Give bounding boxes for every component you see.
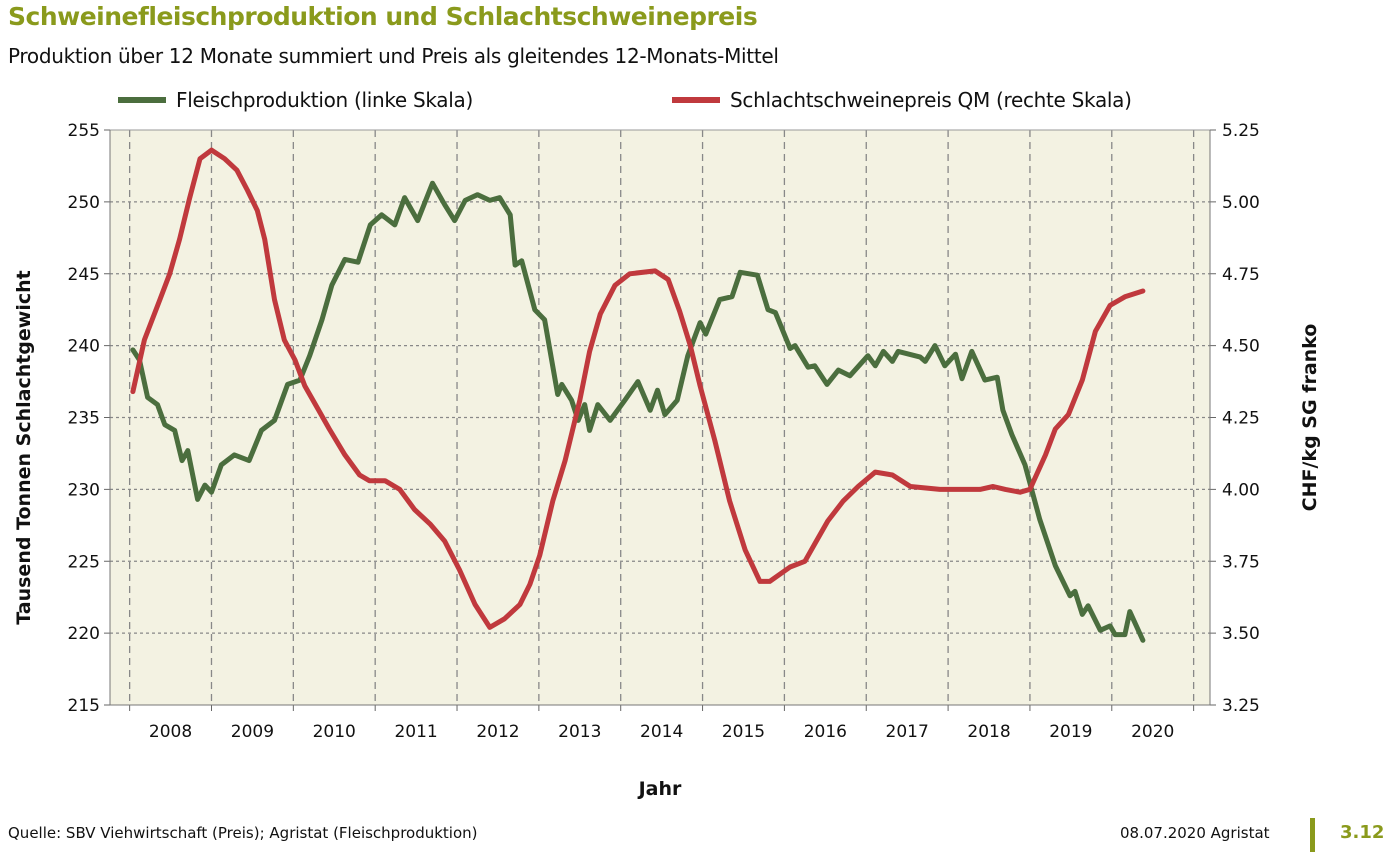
y-axis-title: Tausend Tonnen Schlachtgewicht	[13, 270, 35, 624]
y-tick-label: 215	[68, 696, 100, 716]
y2-tick-label: 4.25	[1222, 409, 1260, 429]
x-tick-label: 2019	[1049, 722, 1092, 742]
x-tick-label: 2016	[804, 722, 847, 742]
series-line-price	[130, 147, 1146, 630]
chart-subtitle: Produktion über 12 Monate summiert und P…	[8, 44, 779, 68]
footer-date: 08.07.2020 Agristat	[1120, 824, 1270, 842]
y-tick-label: 220	[68, 624, 100, 644]
y2-tick-label: 5.00	[1222, 193, 1260, 213]
x-tick-label: 2010	[313, 722, 356, 742]
legend-swatch-production	[118, 97, 166, 103]
x-tick-label: 2015	[722, 722, 765, 742]
x-tick-label: 2020	[1131, 722, 1174, 742]
y-tick-label: 255	[68, 121, 100, 141]
footer-source: Quelle: SBV Viehwirtschaft (Preis); Agri…	[8, 824, 478, 842]
plot-area	[110, 130, 1210, 705]
y-tick-label: 235	[68, 409, 100, 429]
legend-item-production: Fleischproduktion (linke Skala)	[118, 88, 473, 112]
y2-tick-label: 3.75	[1222, 552, 1260, 572]
x-tick-label: 2008	[149, 722, 192, 742]
y2-tick-label: 4.00	[1222, 480, 1260, 500]
y2-tick-label: 5.25	[1222, 121, 1260, 141]
x-tick-label: 2013	[558, 722, 601, 742]
legend-label-price: Schlachtschweinepreis QM (rechte Skala)	[730, 88, 1132, 112]
legend-label-production: Fleischproduktion (linke Skala)	[176, 88, 473, 112]
legend-swatch-price	[672, 97, 720, 103]
x-tick-label: 2012	[476, 722, 519, 742]
x-tick-label: 2014	[640, 722, 683, 742]
y-tick-label: 225	[68, 552, 100, 572]
x-tick-label: 2018	[967, 722, 1010, 742]
y-tick-label: 230	[68, 480, 100, 500]
x-tick-label: 2009	[231, 722, 274, 742]
y2-tick-label: 4.75	[1222, 265, 1260, 285]
legend-item-price: Schlachtschweinepreis QM (rechte Skala)	[672, 88, 1132, 112]
x-axis-title: Jahr	[637, 778, 682, 800]
y-tick-label: 250	[68, 193, 100, 213]
y2-tick-label: 3.25	[1222, 696, 1260, 716]
series-line-production	[130, 180, 1146, 643]
footer-page-number: 3.12	[1340, 822, 1385, 843]
y2-tick-label: 4.50	[1222, 337, 1260, 357]
chart-title: Schweinefleischproduktion und Schlachtsc…	[8, 2, 758, 31]
y-tick-label: 245	[68, 265, 100, 285]
x-tick-label: 2017	[886, 722, 929, 742]
y-tick-label: 240	[68, 337, 100, 357]
y2-tick-label: 3.50	[1222, 624, 1260, 644]
footer-divider	[1310, 818, 1315, 852]
y2-axis-title: CHF/kg SG franko	[1299, 324, 1321, 512]
x-tick-label: 2011	[394, 722, 437, 742]
